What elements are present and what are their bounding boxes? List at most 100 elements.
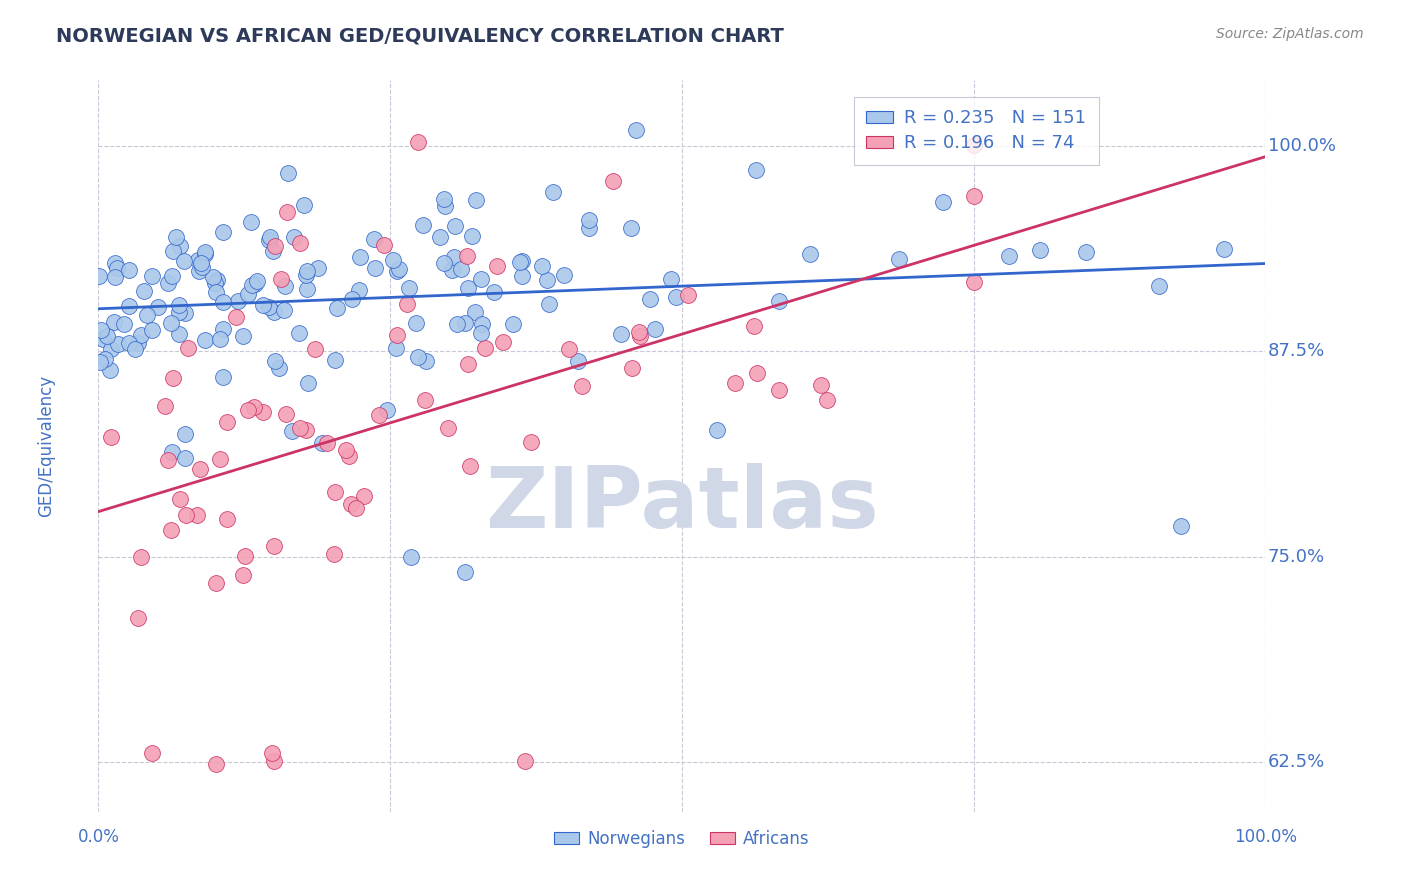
- Point: [295, 263, 318, 277]
- Point: [208, 333, 231, 347]
- Point: [169, 491, 191, 506]
- Point: [624, 122, 647, 136]
- Point: [105, 261, 128, 276]
- Point: [799, 246, 821, 260]
- Point: [141, 268, 163, 283]
- Point: [931, 195, 953, 210]
- Text: 0.0%: 0.0%: [77, 828, 120, 847]
- Point: [174, 306, 197, 320]
- Point: [454, 566, 477, 580]
- Point: [204, 285, 226, 300]
- Point: [233, 549, 256, 563]
- Point: [205, 756, 228, 771]
- Point: [768, 384, 790, 398]
- Point: [415, 354, 437, 368]
- Point: [415, 392, 437, 407]
- Point: [325, 484, 347, 499]
- Point: [470, 326, 492, 340]
- Point: [129, 327, 152, 342]
- Point: [502, 317, 524, 331]
- Point: [297, 376, 319, 391]
- Point: [335, 442, 357, 457]
- Point: [103, 315, 125, 329]
- Point: [89, 355, 111, 369]
- Point: [347, 283, 370, 297]
- Point: [676, 287, 699, 301]
- Point: [385, 341, 408, 355]
- Point: [205, 576, 228, 591]
- Point: [295, 282, 318, 296]
- Point: [433, 255, 456, 269]
- Point: [193, 244, 215, 259]
- Point: [630, 329, 652, 343]
- Point: [454, 316, 477, 330]
- Point: [288, 236, 311, 251]
- Point: [100, 342, 122, 356]
- Point: [491, 334, 513, 349]
- Point: [998, 249, 1021, 263]
- Point: [464, 305, 486, 319]
- Point: [288, 421, 311, 435]
- Point: [340, 497, 363, 511]
- Point: [578, 213, 600, 227]
- Point: [118, 263, 141, 277]
- Point: [443, 250, 465, 264]
- Point: [263, 539, 285, 553]
- Point: [437, 421, 460, 435]
- Point: [396, 297, 419, 311]
- Point: [620, 220, 643, 235]
- Point: [571, 378, 593, 392]
- Point: [263, 754, 285, 768]
- Point: [450, 261, 472, 276]
- Point: [246, 274, 269, 288]
- Point: [457, 281, 479, 295]
- Point: [162, 244, 184, 258]
- Point: [406, 350, 429, 364]
- Point: [209, 451, 232, 466]
- Point: [257, 233, 280, 247]
- Point: [724, 376, 747, 390]
- Point: [295, 423, 318, 437]
- Point: [1029, 244, 1052, 258]
- Point: [375, 403, 398, 417]
- Point: [541, 186, 564, 200]
- Point: [323, 353, 346, 368]
- Point: [742, 319, 765, 334]
- Point: [190, 255, 212, 269]
- Point: [387, 264, 409, 278]
- Point: [281, 424, 304, 438]
- Point: [153, 400, 176, 414]
- Point: [212, 370, 235, 384]
- Point: [889, 252, 911, 266]
- Point: [610, 326, 633, 341]
- Point: [273, 303, 295, 318]
- Point: [232, 567, 254, 582]
- Point: [363, 232, 385, 246]
- Text: Source: ZipAtlas.com: Source: ZipAtlas.com: [1216, 27, 1364, 41]
- Point: [706, 423, 728, 437]
- Point: [174, 451, 197, 466]
- Point: [470, 272, 492, 286]
- Point: [240, 278, 263, 293]
- Point: [87, 268, 110, 283]
- Point: [267, 360, 290, 375]
- Text: 87.5%: 87.5%: [1268, 343, 1324, 360]
- Point: [567, 354, 589, 368]
- Point: [146, 300, 169, 314]
- Point: [204, 276, 226, 290]
- Point: [1213, 243, 1236, 257]
- Point: [107, 337, 129, 351]
- Point: [368, 409, 391, 423]
- Point: [212, 322, 235, 336]
- Point: [257, 300, 280, 314]
- Point: [157, 277, 180, 291]
- Point: [212, 294, 235, 309]
- Point: [262, 244, 284, 258]
- Point: [1170, 519, 1192, 533]
- Point: [177, 342, 200, 356]
- Point: [264, 354, 287, 368]
- Point: [100, 430, 122, 444]
- Point: [252, 298, 274, 312]
- Point: [337, 449, 360, 463]
- Point: [103, 255, 125, 269]
